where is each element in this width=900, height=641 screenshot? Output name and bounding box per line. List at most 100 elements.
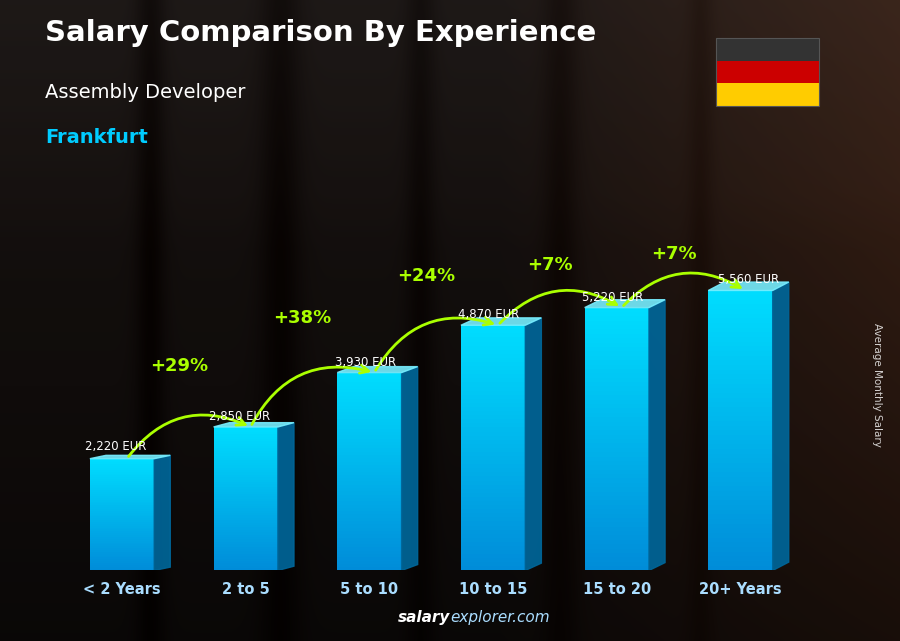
Bar <box>213 566 278 568</box>
Polygon shape <box>461 318 542 325</box>
Bar <box>213 463 278 465</box>
Bar <box>90 558 154 560</box>
Bar <box>708 323 773 328</box>
Text: explorer.com: explorer.com <box>450 610 550 625</box>
Bar <box>585 470 649 474</box>
Bar <box>338 475 401 478</box>
Bar <box>585 461 649 465</box>
Bar <box>708 487 773 491</box>
Bar <box>90 505 154 507</box>
Bar <box>585 513 649 518</box>
Bar <box>708 556 773 561</box>
Bar <box>213 535 278 537</box>
Bar <box>585 444 649 448</box>
Bar <box>338 498 401 501</box>
Bar <box>461 387 526 390</box>
Bar <box>708 515 773 519</box>
Bar <box>708 333 773 337</box>
Bar <box>90 539 154 540</box>
Bar <box>213 515 278 518</box>
Bar <box>461 358 526 362</box>
Text: +7%: +7% <box>527 256 572 274</box>
Bar <box>708 417 773 421</box>
Bar <box>708 542 773 547</box>
Bar <box>708 356 773 360</box>
Bar <box>708 360 773 365</box>
Bar <box>461 497 526 501</box>
Bar <box>213 446 278 449</box>
Bar <box>213 479 278 482</box>
Bar <box>461 436 526 440</box>
Bar <box>213 496 278 499</box>
Bar <box>461 529 526 534</box>
Bar <box>461 407 526 411</box>
Bar <box>90 563 154 565</box>
Polygon shape <box>585 300 665 308</box>
Bar <box>461 485 526 488</box>
Text: 4,870 EUR: 4,870 EUR <box>458 308 519 321</box>
Polygon shape <box>338 367 418 372</box>
Bar <box>213 482 278 485</box>
Bar <box>213 427 278 429</box>
Bar <box>461 325 526 329</box>
Polygon shape <box>649 300 665 570</box>
Bar <box>213 508 278 511</box>
Bar <box>213 477 278 479</box>
Bar <box>213 492 278 494</box>
Bar <box>338 399 401 403</box>
Bar <box>585 408 649 413</box>
Bar <box>338 472 401 475</box>
Bar <box>585 413 649 417</box>
Bar <box>90 513 154 515</box>
Bar <box>585 439 649 444</box>
Bar <box>338 511 401 515</box>
Bar <box>338 547 401 551</box>
Bar <box>708 501 773 505</box>
Bar <box>461 554 526 558</box>
Polygon shape <box>773 282 788 570</box>
Bar <box>585 373 649 378</box>
Bar <box>461 550 526 554</box>
Bar <box>585 430 649 435</box>
Bar <box>338 438 401 442</box>
Bar <box>90 531 154 533</box>
Bar <box>461 488 526 493</box>
Bar <box>90 528 154 529</box>
Bar <box>461 542 526 546</box>
Bar <box>213 522 278 525</box>
Bar <box>213 501 278 504</box>
Bar <box>585 518 649 522</box>
Bar <box>90 565 154 567</box>
Bar <box>461 534 526 538</box>
Bar <box>461 345 526 350</box>
Bar <box>585 399 649 404</box>
Polygon shape <box>154 455 170 570</box>
Bar <box>90 550 154 552</box>
Polygon shape <box>213 422 294 427</box>
Bar <box>338 551 401 554</box>
Bar <box>708 472 773 477</box>
Bar <box>585 338 649 343</box>
Bar <box>338 478 401 481</box>
Bar <box>708 533 773 538</box>
Bar <box>338 557 401 561</box>
Bar <box>90 540 154 542</box>
Bar <box>461 558 526 562</box>
Bar <box>461 362 526 366</box>
Bar <box>338 518 401 521</box>
Bar <box>708 365 773 370</box>
Bar <box>90 537 154 539</box>
Bar <box>213 432 278 434</box>
Text: 3,930 EUR: 3,930 EUR <box>335 356 396 369</box>
Bar <box>213 485 278 487</box>
Bar <box>338 541 401 544</box>
Bar <box>585 509 649 513</box>
Bar <box>213 456 278 458</box>
Bar <box>708 304 773 309</box>
Bar <box>338 435 401 438</box>
Bar <box>338 379 401 383</box>
Bar <box>90 511 154 513</box>
Bar <box>708 463 773 468</box>
Text: 2,220 EUR: 2,220 EUR <box>85 440 147 453</box>
Bar <box>585 320 649 325</box>
